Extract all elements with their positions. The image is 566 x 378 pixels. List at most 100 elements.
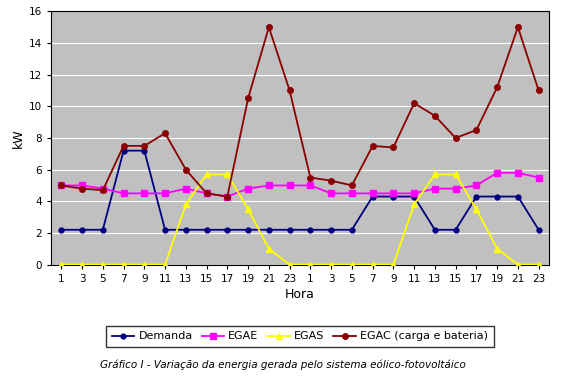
EGAS <box>514 262 521 267</box>
Demanda <box>431 228 438 232</box>
Demanda <box>535 228 542 232</box>
Demanda <box>79 228 85 232</box>
Demanda <box>182 228 189 232</box>
EGAC (carga e bateria) <box>245 96 251 101</box>
Demanda <box>224 228 231 232</box>
Line: EGAS: EGAS <box>58 172 542 267</box>
EGAE <box>286 183 293 188</box>
Demanda <box>286 228 293 232</box>
Legend: Demanda, EGAE, EGAS, EGAC (carga e bateria): Demanda, EGAE, EGAS, EGAC (carga e bater… <box>106 326 494 347</box>
EGAS <box>182 202 189 207</box>
EGAC (carga e bateria) <box>120 144 127 148</box>
EGAE <box>411 191 418 196</box>
EGAE <box>120 191 127 196</box>
EGAS <box>120 262 127 267</box>
EGAE <box>224 194 231 199</box>
EGAE <box>431 186 438 191</box>
EGAS <box>265 246 272 251</box>
EGAE <box>141 191 148 196</box>
Demanda <box>245 228 251 232</box>
EGAS <box>100 262 106 267</box>
EGAE <box>100 186 106 191</box>
EGAC (carga e bateria) <box>286 88 293 93</box>
Demanda <box>120 149 127 153</box>
EGAC (carga e bateria) <box>162 131 169 135</box>
Y-axis label: kW: kW <box>11 128 24 148</box>
EGAC (carga e bateria) <box>535 88 542 93</box>
EGAC (carga e bateria) <box>100 188 106 192</box>
EGAC (carga e bateria) <box>224 194 231 199</box>
X-axis label: Hora: Hora <box>285 288 315 301</box>
Demanda <box>58 228 65 232</box>
EGAS <box>162 262 169 267</box>
EGAE <box>535 175 542 180</box>
EGAC (carga e bateria) <box>328 178 335 183</box>
Demanda <box>473 194 480 199</box>
EGAS <box>307 262 314 267</box>
EGAS <box>286 262 293 267</box>
Demanda <box>349 228 355 232</box>
EGAS <box>79 262 85 267</box>
EGAS <box>224 172 231 177</box>
EGAC (carga e bateria) <box>58 183 65 188</box>
EGAC (carga e bateria) <box>411 101 418 105</box>
Demanda <box>390 194 397 199</box>
Demanda <box>452 228 459 232</box>
EGAS <box>390 262 397 267</box>
EGAS <box>141 262 148 267</box>
EGAE <box>162 191 169 196</box>
EGAS <box>494 246 500 251</box>
Demanda <box>514 194 521 199</box>
EGAC (carga e bateria) <box>494 85 500 90</box>
EGAE <box>58 183 65 188</box>
EGAC (carga e bateria) <box>349 183 355 188</box>
EGAS <box>203 172 210 177</box>
EGAS <box>58 262 65 267</box>
EGAE <box>245 186 251 191</box>
EGAC (carga e bateria) <box>182 167 189 172</box>
Line: EGAE: EGAE <box>58 170 542 199</box>
EGAS <box>535 262 542 267</box>
EGAC (carga e bateria) <box>390 145 397 150</box>
EGAC (carga e bateria) <box>141 144 148 148</box>
EGAE <box>390 191 397 196</box>
Demanda <box>141 149 148 153</box>
EGAS <box>369 262 376 267</box>
Demanda <box>411 194 418 199</box>
EGAE <box>452 186 459 191</box>
Demanda <box>203 228 210 232</box>
EGAC (carga e bateria) <box>265 25 272 29</box>
Demanda <box>494 194 500 199</box>
EGAE <box>265 183 272 188</box>
EGAC (carga e bateria) <box>369 144 376 148</box>
Demanda <box>307 228 314 232</box>
EGAE <box>328 191 335 196</box>
EGAE <box>514 170 521 175</box>
Demanda <box>162 228 169 232</box>
EGAE <box>369 191 376 196</box>
EGAS <box>452 172 459 177</box>
EGAC (carga e bateria) <box>431 113 438 118</box>
Demanda <box>265 228 272 232</box>
Demanda <box>328 228 335 232</box>
Text: Gráfico I - Variação da energia gerada pelo sistema eólico-fotovoltáico: Gráfico I - Variação da energia gerada p… <box>100 360 466 370</box>
EGAC (carga e bateria) <box>473 128 480 132</box>
EGAE <box>182 186 189 191</box>
EGAS <box>473 207 480 211</box>
EGAE <box>307 183 314 188</box>
Demanda <box>100 228 106 232</box>
EGAS <box>245 207 251 211</box>
EGAE <box>349 191 355 196</box>
EGAE <box>494 170 500 175</box>
EGAE <box>79 183 85 188</box>
EGAC (carga e bateria) <box>203 191 210 196</box>
EGAS <box>349 262 355 267</box>
EGAE <box>473 183 480 188</box>
Line: Demanda: Demanda <box>59 148 541 232</box>
EGAC (carga e bateria) <box>452 136 459 140</box>
Line: EGAC (carga e bateria): EGAC (carga e bateria) <box>58 25 542 199</box>
EGAS <box>411 202 418 207</box>
EGAS <box>431 172 438 177</box>
EGAC (carga e bateria) <box>307 175 314 180</box>
EGAS <box>328 262 335 267</box>
